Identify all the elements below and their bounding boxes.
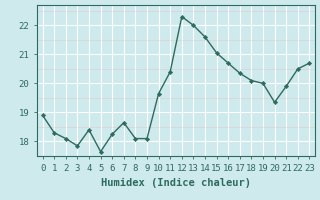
X-axis label: Humidex (Indice chaleur): Humidex (Indice chaleur): [101, 178, 251, 188]
